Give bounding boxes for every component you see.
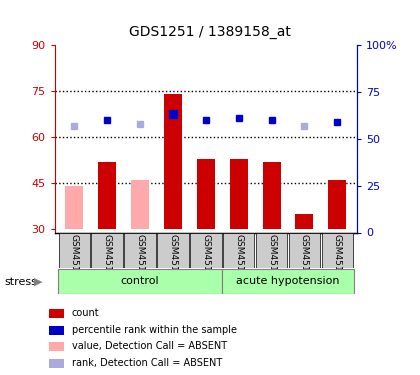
FancyBboxPatch shape [321,233,353,268]
FancyBboxPatch shape [223,233,255,268]
Bar [131,180,149,230]
FancyBboxPatch shape [58,233,90,268]
Bar [164,94,182,230]
FancyBboxPatch shape [58,268,222,294]
Bar [262,162,281,230]
Bar [98,162,116,230]
Text: GSM45184: GSM45184 [70,234,79,283]
Text: rank, Detection Call = ABSENT: rank, Detection Call = ABSENT [71,358,222,368]
Text: acute hypotension: acute hypotension [236,276,340,286]
FancyBboxPatch shape [157,233,189,268]
Text: GSM45192: GSM45192 [333,234,342,283]
FancyBboxPatch shape [222,268,354,294]
Text: GSM45191: GSM45191 [300,234,309,284]
FancyBboxPatch shape [256,233,287,268]
Bar [50,342,64,351]
Bar [197,159,215,230]
Text: GSM45186: GSM45186 [103,234,112,284]
FancyBboxPatch shape [124,233,156,268]
Bar [328,180,346,230]
Text: GSM45188: GSM45188 [234,234,243,284]
Bar [50,309,64,318]
FancyBboxPatch shape [92,233,123,268]
Bar [65,186,83,230]
Text: stress: stress [4,277,37,287]
Text: ▶: ▶ [34,277,42,287]
FancyBboxPatch shape [190,233,222,268]
Text: control: control [121,276,159,286]
Text: GSM45193: GSM45193 [201,234,210,284]
Bar [50,358,64,368]
Bar [50,326,64,334]
Text: percentile rank within the sample: percentile rank within the sample [71,325,236,335]
Text: GSM45189: GSM45189 [168,234,177,284]
FancyBboxPatch shape [289,233,320,268]
Bar [230,159,248,230]
Text: count: count [71,309,99,318]
Text: value, Detection Call = ABSENT: value, Detection Call = ABSENT [71,342,227,351]
Text: GDS1251 / 1389158_at: GDS1251 / 1389158_at [129,25,291,39]
Text: GSM45187: GSM45187 [136,234,144,284]
Bar [295,214,313,230]
Text: GSM45190: GSM45190 [267,234,276,284]
